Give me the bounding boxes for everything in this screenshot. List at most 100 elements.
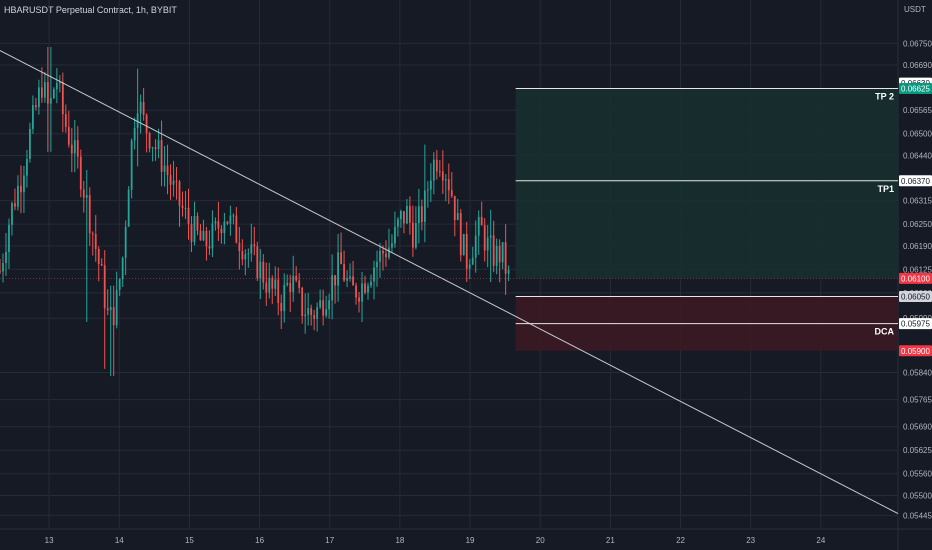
candle-body	[109, 307, 112, 311]
candle-body	[385, 253, 387, 258]
candle-body	[247, 253, 250, 255]
candle-body	[429, 180, 432, 190]
y-tick-label: 0.06565	[903, 106, 932, 115]
candle-body	[358, 297, 360, 302]
candle-body	[94, 234, 97, 249]
candle-body	[295, 275, 298, 281]
candle-body	[241, 250, 244, 260]
candle-body	[403, 211, 405, 224]
candle-body	[124, 226, 127, 258]
downtrend-line[interactable]	[0, 50, 899, 514]
candle-body	[139, 101, 142, 114]
candle-body	[444, 179, 447, 181]
candle-body	[133, 127, 136, 141]
candle-body	[409, 205, 411, 223]
candle-body	[127, 189, 130, 227]
candle-body	[187, 207, 190, 225]
candle-body	[420, 206, 423, 223]
price-tag	[899, 83, 932, 95]
candle-body	[262, 261, 265, 283]
candle-body	[88, 195, 91, 234]
trendline[interactable]	[0, 50, 899, 514]
candle-body	[49, 98, 52, 104]
price-tag-label: 0.05900	[901, 347, 930, 356]
candle-body	[504, 242, 507, 274]
candle-body	[450, 190, 453, 197]
candle-body	[406, 205, 408, 224]
price-tag-label: 0.05975	[901, 320, 930, 329]
candle-body	[328, 300, 331, 310]
candle-body	[492, 235, 495, 266]
candle-body	[148, 133, 151, 149]
candle-body	[205, 230, 208, 247]
candle-body	[379, 250, 381, 262]
candle-body	[220, 228, 223, 234]
candle-body	[498, 245, 501, 263]
candle-body	[462, 234, 465, 256]
candle-body	[274, 279, 277, 289]
candle-body	[331, 275, 334, 301]
level-label: TP1	[877, 184, 894, 194]
candle-body	[196, 216, 199, 231]
candle-body	[313, 315, 316, 319]
candle-body	[29, 128, 31, 159]
candle-body	[414, 223, 417, 248]
candle-body	[232, 215, 235, 217]
candle-body	[58, 82, 61, 84]
candle-body	[280, 303, 283, 312]
candle-body	[229, 215, 232, 224]
candle-body	[106, 308, 109, 311]
price-axis[interactable]: 0.06750 0.06690 0.06565 0.06500 0.06440 0.063…	[899, 39, 932, 520]
candle-body	[85, 195, 88, 198]
candle-body	[211, 223, 214, 249]
candle-body	[277, 279, 280, 304]
candle-body	[349, 276, 351, 279]
time-axis[interactable]: 13 14 15 16 17 18 19 20 21 22 23 24	[45, 536, 826, 545]
candle-body	[151, 147, 154, 149]
level-label: DCA	[875, 327, 895, 337]
candle-body	[244, 254, 247, 260]
candle-body	[40, 87, 43, 98]
candle-body	[238, 242, 241, 251]
candle-body	[97, 248, 100, 265]
candle-body	[501, 242, 504, 263]
candle-body	[118, 279, 121, 290]
x-tick-label: 19	[466, 536, 475, 545]
y-tick-label: 0.05765	[903, 396, 932, 405]
candle-body	[382, 250, 384, 254]
y-tick-label: 0.06315	[903, 197, 932, 206]
candle-body	[163, 165, 166, 172]
candle-body	[8, 224, 10, 253]
candle-body	[316, 307, 319, 319]
x-tick-label: 21	[606, 536, 615, 545]
candle-body	[142, 101, 145, 115]
candle-body	[91, 233, 94, 235]
candle-body	[67, 126, 70, 145]
price-tag-label: 0.06625	[901, 85, 930, 94]
x-tick-label: 16	[255, 536, 264, 545]
candle-body	[64, 114, 67, 127]
candle-body	[486, 237, 489, 251]
x-tick-label: 17	[325, 536, 334, 545]
x-tick-label: 15	[185, 536, 194, 545]
candle-body	[370, 281, 372, 286]
price-tag	[899, 345, 932, 357]
candle-body	[367, 285, 369, 293]
candle-body	[292, 275, 295, 293]
candle-body	[223, 221, 226, 234]
candle-body	[70, 144, 73, 154]
candle-body	[319, 300, 322, 308]
price-tag-label: 0.06100	[901, 274, 930, 283]
candle-body	[373, 267, 375, 282]
y-tick-label: 0.06440	[903, 151, 932, 160]
candle-body	[17, 185, 19, 207]
candle-body	[471, 257, 474, 265]
x-tick-label: 24	[816, 536, 825, 545]
candle-body	[226, 221, 229, 224]
candle-body	[352, 276, 354, 286]
candle-body	[35, 105, 37, 108]
candle-body	[346, 278, 348, 281]
candle-body	[100, 264, 103, 266]
candle-body	[355, 285, 357, 298]
